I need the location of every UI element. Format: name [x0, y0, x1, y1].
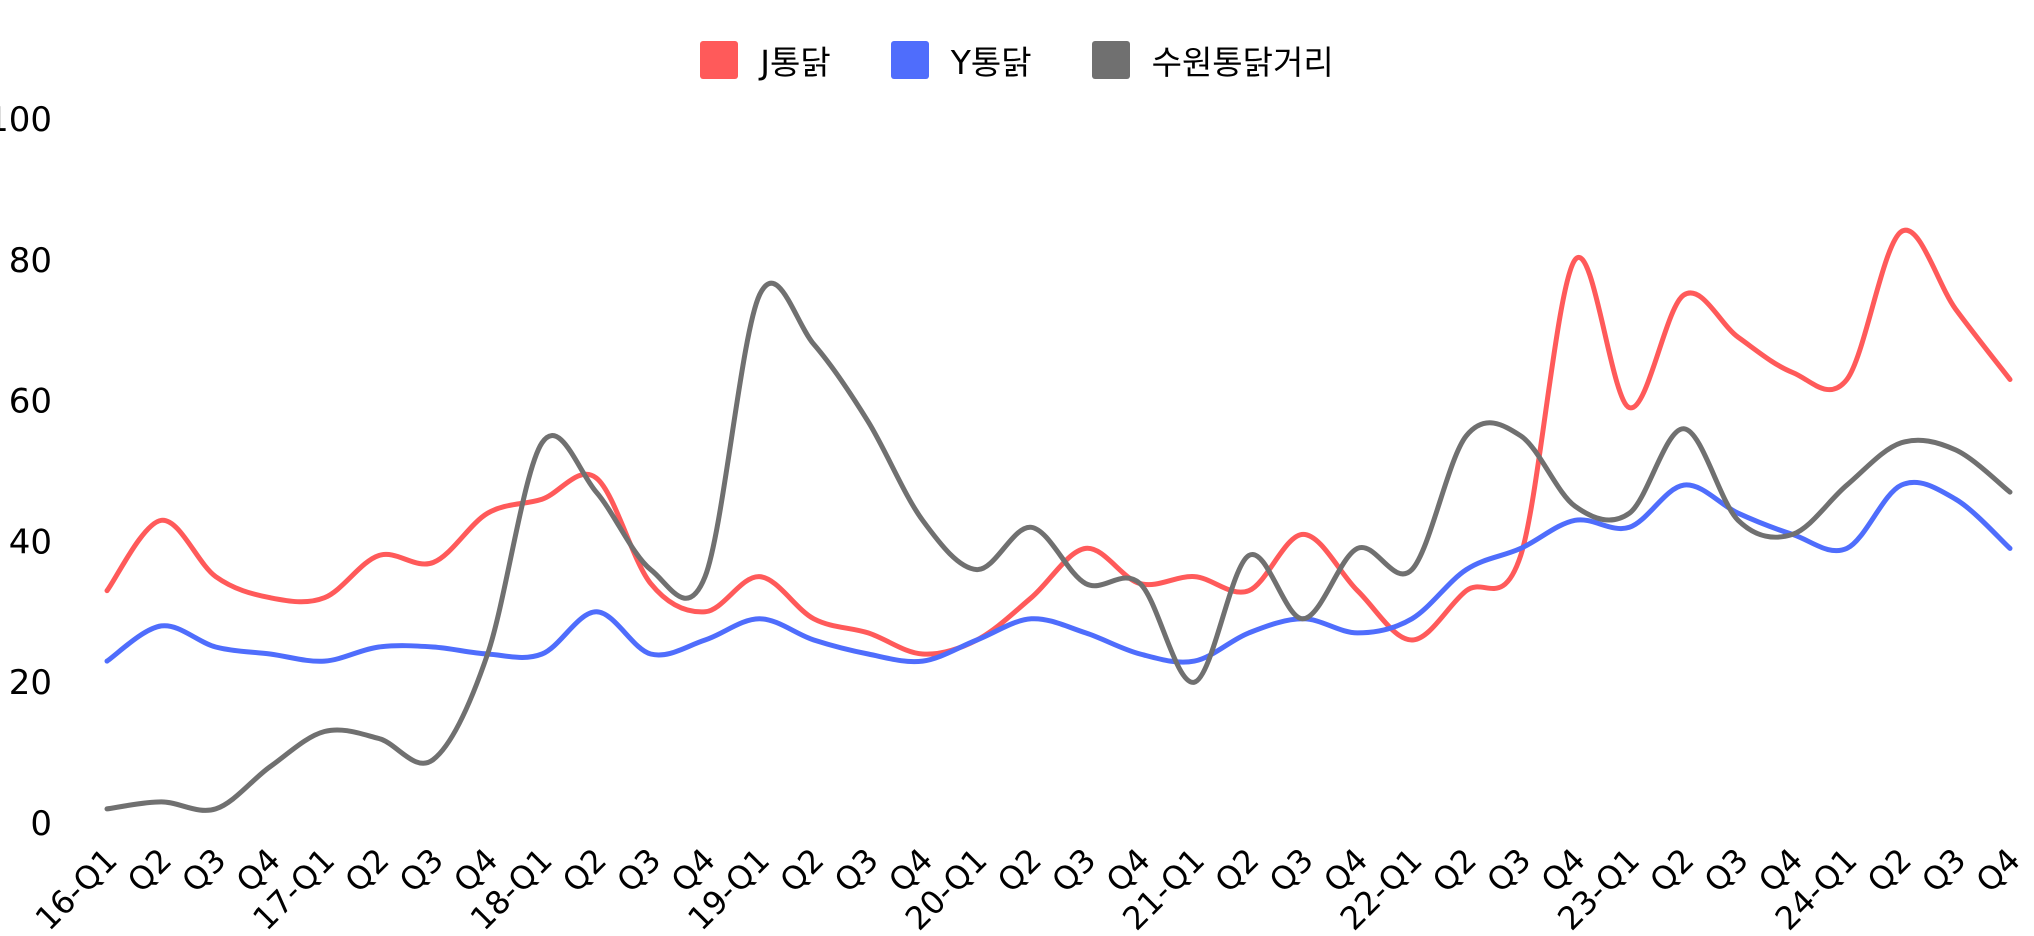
x-tick-label: Q2: [120, 841, 179, 900]
y-tick-label: 60: [9, 382, 52, 422]
x-tick-label: Q2: [772, 841, 831, 900]
legend-label: Y통닭: [950, 43, 1032, 82]
x-tick-label: Q3: [1914, 841, 1973, 900]
y-tick-label: 40: [9, 522, 52, 562]
x-tick-label: Q2: [555, 841, 614, 900]
x-tick-label: 16-Q1: [28, 841, 125, 936]
x-tick-label: Q3: [827, 841, 886, 900]
x-tick-label: Q3: [174, 841, 233, 900]
x-tick-label: Q3: [1697, 841, 1756, 900]
x-tick-label: Q3: [1479, 841, 1538, 900]
legend-item[interactable]: 수원통닭거리: [1091, 36, 1334, 84]
legend-swatch: [890, 41, 929, 79]
x-tick-label: Q2: [1425, 841, 1484, 900]
x-tick-label: Q4: [1969, 841, 2028, 900]
x-tick-label: Q2: [1860, 841, 1919, 900]
x-tick-label: Q2: [337, 841, 396, 900]
x-tick-label: Q2: [1207, 841, 1266, 900]
series-line: [104, 479, 2013, 665]
series-line: [104, 280, 2013, 813]
legend-item[interactable]: Y통닭: [890, 36, 1032, 84]
chart-legend: J통닭 Y통닭 수원통닭거리: [0, 36, 2034, 84]
legend-label: J통닭: [760, 43, 831, 82]
y-tick-label: 20: [9, 663, 52, 703]
legend-label: 수원통닭거리: [1151, 43, 1334, 82]
legend-swatch: [700, 41, 739, 79]
x-tick-label: Q2: [990, 841, 1049, 900]
x-tick-label: Q2: [1642, 841, 1701, 900]
y-tick-label: 0: [30, 804, 52, 844]
series-line: [104, 227, 2013, 657]
x-tick-label: Q3: [1262, 841, 1321, 900]
x-tick-label: Q3: [609, 841, 668, 900]
x-tick-label: Q3: [392, 841, 451, 900]
legend-swatch: [1091, 41, 1130, 79]
y-tick-label: 100: [0, 100, 52, 140]
x-tick-label: Q3: [1044, 841, 1103, 900]
legend-item[interactable]: J통닭: [700, 36, 831, 84]
y-tick-label: 80: [9, 241, 52, 281]
